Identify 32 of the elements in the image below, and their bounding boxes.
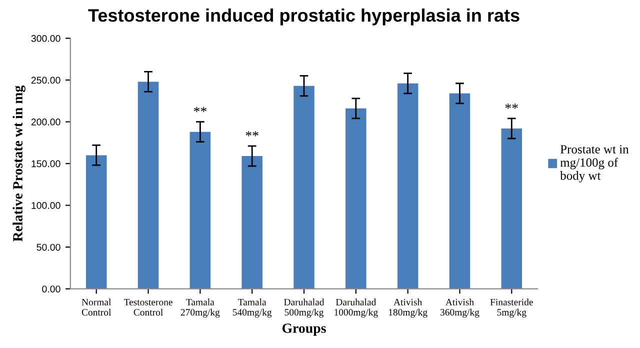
- x-tick-label: Finasteride 5mg/kg: [490, 298, 533, 318]
- bar: [449, 93, 470, 289]
- y-tick-label: 200.00: [31, 118, 60, 126]
- annotation: **: [194, 106, 206, 112]
- x-tick-label: Ativish 360mg/kg: [440, 298, 480, 318]
- chart-title: Testosterone induced prostatic hyperplasia in rats: [88, 8, 520, 26]
- x-tick-label: Testosterone Control: [124, 298, 172, 316]
- y-axis-title: Relative Prostate wt in mg: [12, 86, 26, 242]
- x-tick-label: Tamala 540mg/kg: [232, 298, 272, 318]
- y-tick-label: 300.00: [31, 35, 60, 42]
- y-tick-label: 150.00: [32, 160, 60, 168]
- y-tick-label: 0.00: [42, 286, 60, 292]
- x-tick-label: Tamala 270mg/kg: [180, 298, 220, 318]
- bar: [86, 155, 107, 289]
- bar: [242, 156, 262, 289]
- x-tick-label: Daruhalad 500mg/kg: [284, 298, 324, 318]
- y-tick-label: 50.00: [36, 244, 60, 251]
- y-tick-label: 250.00: [31, 76, 60, 84]
- bar: [138, 82, 159, 289]
- x-tick-label: Normal Control: [82, 298, 112, 316]
- annotation: **: [505, 104, 518, 109]
- bar: [294, 86, 314, 289]
- annotation: **: [246, 131, 258, 136]
- legend-label: Prostate wt in mg/100g of body wt: [560, 145, 629, 182]
- x-tick-label: Daruhalad 1000mg/kg: [334, 298, 378, 318]
- x-axis-title: Groups: [282, 324, 326, 336]
- y-tick-label: 100.00: [32, 202, 60, 209]
- bar: [346, 108, 366, 289]
- bar: [190, 132, 211, 289]
- x-tick-label: Ativish 180mg/kg: [388, 298, 428, 318]
- bar: [397, 83, 418, 289]
- bar: [501, 128, 522, 289]
